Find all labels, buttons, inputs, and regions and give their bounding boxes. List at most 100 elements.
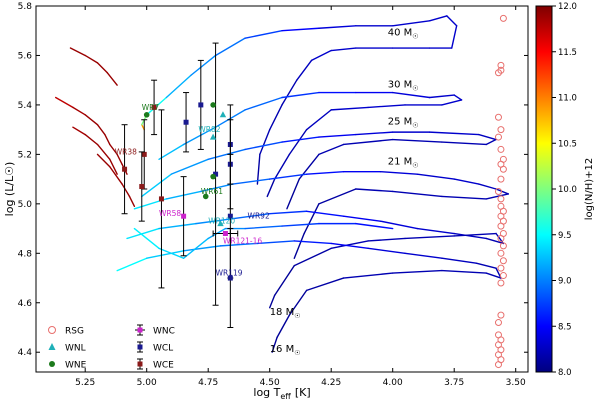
rsg-point (499, 257, 507, 265)
track-segment (104, 133, 111, 146)
track-segment (182, 126, 217, 146)
track-segment (109, 166, 123, 185)
track-segment (495, 188, 510, 195)
track-segment (485, 237, 505, 245)
track-segment (281, 27, 320, 32)
star-label: WR119 (216, 269, 243, 278)
legend-marker (137, 361, 143, 367)
track-segment (165, 74, 192, 99)
track-segment (259, 128, 271, 156)
y-axis: 4.4 4.6 4.8 5.0 5.2 5.4 5.6 5.8 (18, 2, 528, 358)
star-label: WR121-16 (223, 236, 262, 245)
x-tick-label: 5.25 (75, 378, 95, 388)
track-segment (141, 173, 173, 198)
wne-point (202, 193, 209, 200)
track-wce-track-2 (69, 47, 118, 86)
track-segment (416, 227, 455, 235)
track-wce-track-1 (54, 96, 128, 175)
track-segment (96, 62, 109, 74)
track-segment (281, 222, 320, 227)
track-segment (244, 225, 283, 230)
track-segment (96, 153, 111, 168)
rsg-point (499, 165, 507, 173)
rsg-point (497, 311, 505, 319)
rsg-point (499, 242, 507, 250)
wce-point (141, 151, 147, 157)
track-segment (281, 91, 320, 99)
track-segment (342, 215, 382, 222)
track-segment (106, 72, 118, 86)
wne-point (210, 102, 216, 108)
rsg-point (497, 195, 505, 203)
evolution-tracks (54, 15, 510, 353)
track-segment (214, 37, 246, 57)
track-segment (441, 141, 487, 146)
track-segment (453, 178, 480, 185)
track-segment (392, 20, 431, 27)
y-tick-label: 4.8 (18, 249, 33, 259)
track-segment (69, 47, 86, 57)
wnc-point (222, 231, 228, 237)
rsg-point (494, 133, 502, 141)
colorbar-tick-label: 10.0 (558, 185, 577, 195)
track-segment (96, 124, 106, 136)
track-segment (293, 232, 305, 259)
legend-entry-wne: WNE (49, 361, 87, 371)
colorbar-ticks: 8.0 8.5 9.0 9.5 10.0 10.5 11.0 11.5 12.0 (552, 2, 577, 378)
track-segment (54, 96, 74, 109)
legend-label: WNL (65, 344, 86, 354)
track-segment (330, 106, 369, 111)
track-segment (281, 79, 298, 106)
star-label: WR92 (248, 212, 270, 221)
track-segment (441, 269, 487, 274)
y-tick-label: 4.6 (18, 299, 33, 309)
track-segment (293, 247, 332, 267)
rsg-point (497, 175, 505, 183)
track-segment (330, 242, 369, 250)
rsg-point (494, 361, 502, 369)
wnl-point (217, 220, 224, 227)
colorbar-gradient (535, 5, 553, 373)
track-segment (72, 126, 86, 136)
rsg-point (497, 145, 505, 153)
track-21 (133, 170, 510, 259)
track-segment (182, 245, 222, 252)
legend-label: WCE (153, 361, 174, 371)
x-tick-label: 5.00 (137, 378, 157, 388)
track-segment (379, 220, 418, 230)
track-segment (475, 262, 497, 269)
wce-point (139, 184, 145, 190)
track-segment (273, 153, 291, 180)
wne-point (210, 173, 216, 180)
track-segment (182, 237, 209, 259)
x-tick-label: 3.50 (506, 378, 526, 388)
track-segment (428, 15, 448, 22)
rsg-point (494, 319, 502, 327)
wce-point (122, 166, 128, 172)
track-segment (116, 257, 148, 272)
track-segment (305, 210, 345, 217)
track-segment (269, 104, 283, 131)
track-segment (392, 269, 443, 274)
track-segment (342, 272, 394, 279)
track-labels: 40 M☉ 30 M☉ 25 M☉ 21 M☉ 18 M☉ 16 M☉ (270, 28, 419, 358)
track-segment (269, 294, 276, 309)
track-segment (428, 131, 480, 136)
y-tick-label: 5.0 (18, 200, 33, 210)
track-segment (121, 183, 131, 198)
colorbar-tick-label: 9.5 (558, 231, 572, 241)
legend-marker (137, 344, 143, 350)
track-segment (495, 232, 505, 245)
track-segment (281, 136, 320, 143)
track-segment (485, 193, 510, 200)
rsg-point (497, 249, 505, 257)
track-segment (232, 178, 271, 185)
track-segment (318, 133, 357, 138)
track-label: 40 M☉ (388, 28, 419, 41)
star-label: WR7 (142, 103, 160, 112)
track-30 (158, 91, 463, 198)
track-label: 18 M☉ (270, 307, 301, 320)
track-segment (286, 178, 300, 210)
track-segment (318, 143, 345, 156)
